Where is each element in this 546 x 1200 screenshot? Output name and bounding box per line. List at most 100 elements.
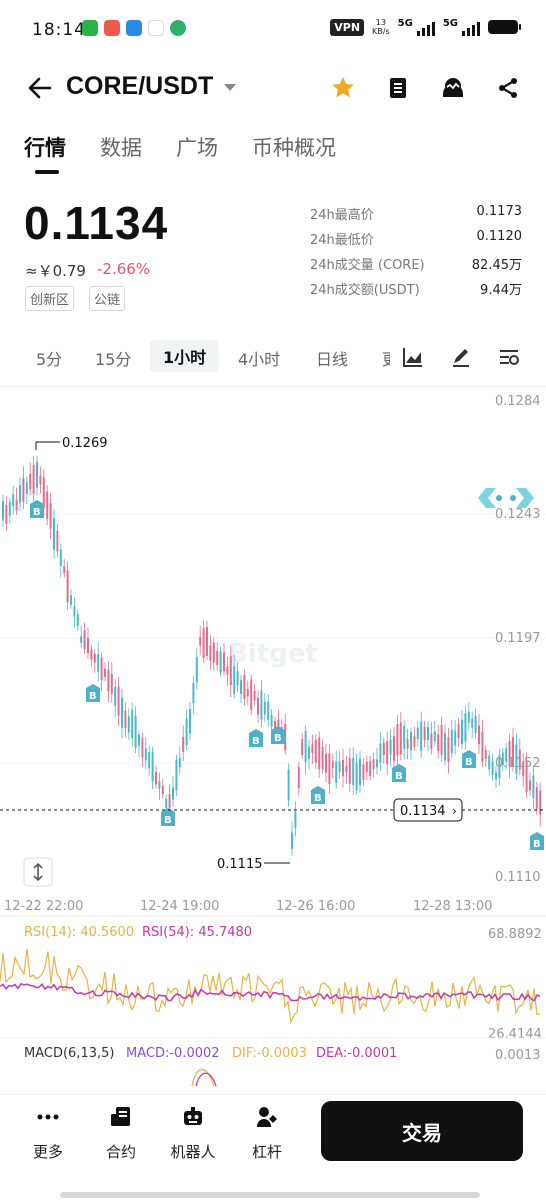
candle [478,725,480,745]
nav-robot[interactable]: 机器人 [163,1105,223,1162]
interval-4h[interactable]: 4小时 [238,350,281,369]
interval-more[interactable]: 更 [382,346,390,370]
candle [450,729,453,754]
candle [359,758,361,786]
candle [138,734,140,746]
candle [406,739,409,749]
candle [97,654,100,672]
message-app-icon [82,20,98,36]
nav-leverage[interactable]: 杠杆 [237,1105,297,1162]
macd-dif-line [191,1068,215,1087]
star-icon[interactable] [329,74,357,102]
current-price-tag[interactable]: 0.1134 › [393,798,463,822]
candle [505,748,508,762]
candle [19,485,21,503]
candle [369,761,372,777]
buy-marker: B [86,684,100,702]
interval-15m[interactable]: 15分 [95,350,132,369]
buy-marker: B [311,786,325,804]
y-tick: 0.1284 [495,394,541,409]
candle [110,673,113,694]
nav-more[interactable]: 更多 [18,1105,78,1162]
candle [100,657,103,681]
tag-innovation-zone[interactable]: 创新区 [25,286,75,311]
candle [161,785,164,795]
svg-text:B: B [89,691,97,702]
back-arrow-icon[interactable] [26,74,54,102]
tab-market[interactable]: 行情 [24,136,66,160]
candle [461,719,463,745]
signal-icon: 5G [398,18,435,36]
interval-1d[interactable]: 日线 [316,350,349,369]
candle [155,771,157,785]
interval-5m[interactable]: 5分 [36,350,63,369]
indicator-settings-icon[interactable] [498,346,520,368]
trade-button[interactable]: 交易 [321,1101,523,1161]
candle [365,761,368,773]
bot-face-icon[interactable] [439,74,467,102]
candle [148,752,151,769]
candle [243,674,246,700]
candle [39,476,42,485]
candle [484,749,487,760]
pair-title[interactable]: CORE/USDT [66,72,214,100]
candle [36,461,38,488]
tab-coin-overview[interactable]: 币种概况 [252,136,336,160]
candle [267,701,270,720]
rsi14-label: RSI(14): 40.5600 [24,925,134,940]
home-indicator[interactable] [60,1192,480,1198]
candle [236,671,239,686]
x-axis: 12-22 22:00 12-24 19:00 12-26 16:00 12-2… [4,899,492,914]
candle [182,736,185,753]
candle [270,714,273,727]
candle [501,752,504,766]
candle [362,764,365,781]
candle [199,637,202,646]
candle [287,769,290,801]
candle [229,656,232,686]
status-bar: 18:14 VPN 13 KB/s 5G 5G [0,0,546,60]
candle [291,832,293,849]
stat-row: 24h最低价 0.1120 [310,229,522,248]
candle [127,716,130,733]
dea-value: DEA:-0.0001 [316,1046,397,1061]
candle [444,733,446,761]
candle [192,682,195,704]
candle [386,741,389,765]
tab-square[interactable]: 广场 [176,136,218,160]
candle [325,753,327,773]
interval-bar: 5分 15分 1小时 4小时 日线 更 [0,336,546,380]
chart-type-icon[interactable] [402,346,424,368]
chart-scroll-handle[interactable] [23,857,53,887]
interval-1h[interactable]: 1小时 [150,340,220,372]
candle [308,746,310,759]
pair-dropdown-caret-icon[interactable] [224,84,236,91]
candle [345,766,348,773]
share-icon[interactable] [494,74,522,102]
candle [189,708,191,734]
candle [117,686,120,716]
candle [107,669,110,692]
candle [331,761,334,769]
candle [15,499,18,511]
candle [481,731,484,762]
candle [410,731,412,751]
candle [29,474,32,490]
candle [301,739,304,755]
svg-text:B: B [533,839,541,850]
candle [73,606,76,617]
last-price: 0.1134 [24,197,169,249]
chart-widget-icon[interactable] [478,488,534,508]
candle [348,757,351,784]
tab-data[interactable]: 数据 [100,136,142,160]
tag-public-chain[interactable]: 公链 [89,286,126,311]
candle [427,726,429,740]
nav-contract[interactable]: 合约 [91,1105,151,1162]
svg-text:B: B [252,736,260,747]
notebook-icon[interactable] [384,74,412,102]
draw-pen-icon[interactable] [450,346,472,368]
candle [532,775,535,799]
candle [104,668,106,677]
candle [87,638,89,654]
